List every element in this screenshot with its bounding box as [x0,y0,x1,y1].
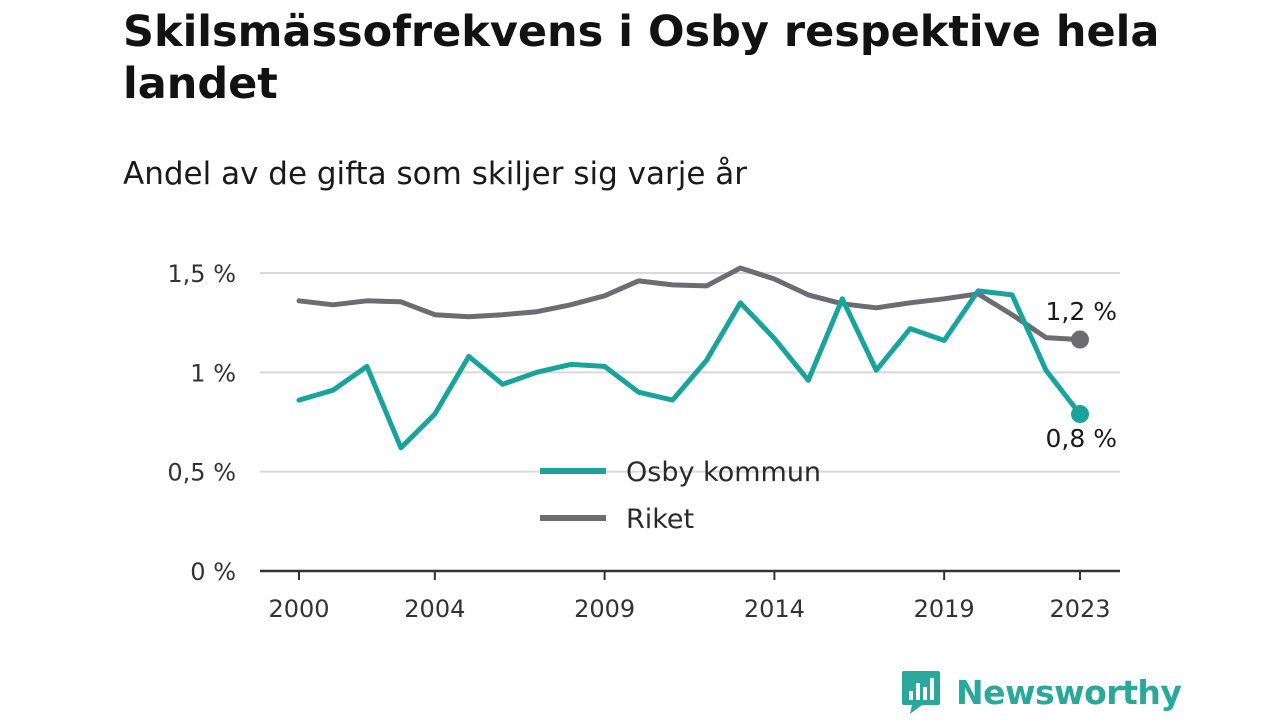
end-label-osby: 0,8 % [1046,424,1117,453]
newsworthy-logo-icon [902,671,940,714]
x-tick-label: 2004 [404,595,465,623]
x-tick-label: 2014 [744,595,805,623]
x-tick-label: 2000 [268,595,329,623]
end-point-riket [1071,330,1089,349]
x-tick-label: 2023 [1049,595,1110,623]
legend-label-osby: Osby kommun [626,457,821,488]
legend: Osby kommun Riket [540,457,821,535]
series-line-osby [296,288,1083,451]
y-axis-ticks: 0 % 0,5 % 1 % 1,5 % [167,260,236,586]
brand-name: Newsworthy [956,672,1182,712]
series-line-riket [296,265,1083,343]
chart-title: Skilsmässofrekvens i Osby respektive hel… [123,7,1160,109]
legend-label-riket: Riket [626,504,694,535]
end-point-osby [1071,405,1089,424]
y-tick-label: 1,5 % [167,260,236,288]
gridlines [260,272,1120,473]
x-tick-label: 2009 [574,595,635,623]
chart-subtitle: Andel av de gifta som skiljer sig varje … [123,156,747,192]
y-tick-label: 0,5 % [167,459,236,487]
y-tick-label: 1 % [190,359,236,387]
y-tick-label: 0 % [190,558,236,586]
x-tick-label: 2019 [914,595,975,623]
end-label-riket: 1,2 % [1046,297,1117,326]
brand-logo: Newsworthy [900,668,1182,716]
series [296,265,1089,451]
x-axis: 2000 2004 2009 2014 2019 2023 [260,569,1120,623]
